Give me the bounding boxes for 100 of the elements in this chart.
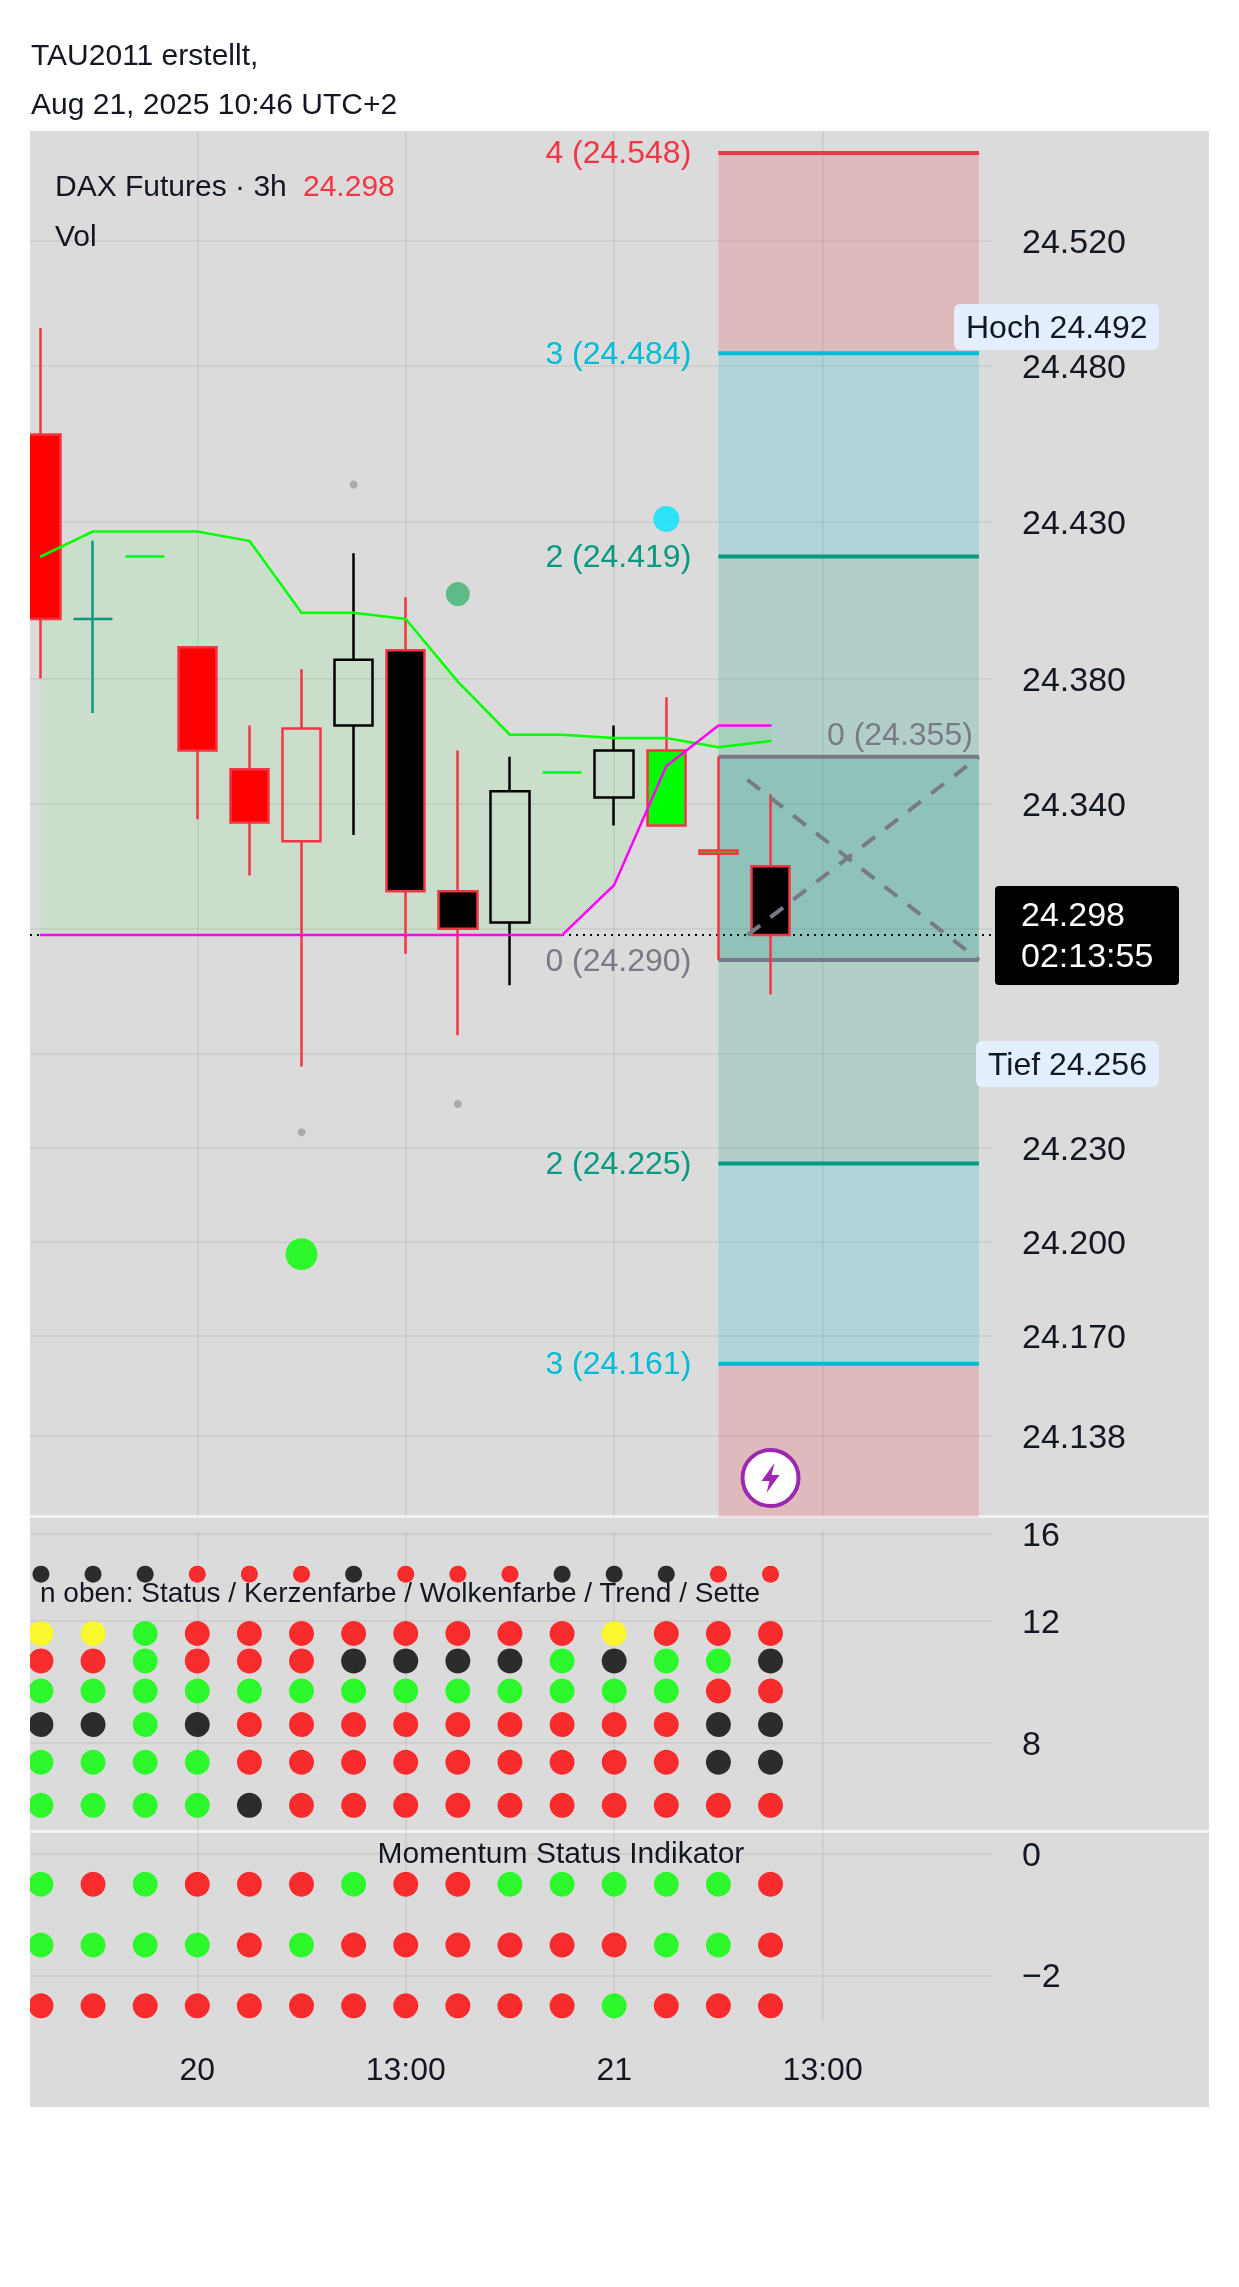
point (341, 1620, 367, 1646)
point (297, 1128, 306, 1137)
point (445, 1792, 471, 1818)
point (293, 1565, 311, 1583)
point (549, 1993, 575, 2019)
point (289, 1712, 315, 1738)
ref-line-label: 0 (24.355) (826, 715, 973, 753)
y-tick-label: 24.380 (1022, 659, 1126, 698)
point (601, 1871, 627, 1897)
point (705, 1792, 731, 1818)
point (549, 1749, 575, 1775)
x-tick-label: 13:00 (782, 2051, 863, 2087)
point (497, 1712, 523, 1738)
point (601, 1932, 627, 1958)
point (653, 505, 680, 532)
point (30, 1678, 54, 1704)
ref-line-label: 3 (24.161) (545, 1345, 692, 1382)
point (453, 1100, 462, 1109)
point (497, 1792, 523, 1818)
point (601, 1678, 627, 1704)
ref-line-label: 3 (24.484) (545, 334, 692, 372)
line-series (39, 724, 772, 937)
point (132, 1678, 158, 1704)
annotation: Vol (55, 218, 97, 253)
point (549, 1871, 575, 1897)
candlestick (281, 667, 322, 1068)
point (445, 1678, 471, 1704)
point (497, 1932, 523, 1958)
annotation: 24.298 (303, 169, 395, 204)
point (289, 1620, 315, 1646)
ref-line-label: 0 (24.290) (545, 941, 692, 979)
point (445, 1993, 471, 2019)
point (393, 1620, 419, 1646)
text: DAX Futures · 3h (55, 168, 287, 203)
candlestick (541, 771, 583, 774)
point (762, 1565, 780, 1583)
point (341, 1993, 367, 2019)
point (184, 1620, 210, 1646)
point (289, 1792, 315, 1818)
point (393, 1678, 419, 1704)
x-tick-label: 21 (596, 2051, 632, 2087)
point (758, 1620, 784, 1646)
ref-line-label: 4 (24.548) (545, 134, 692, 172)
point (653, 1620, 679, 1646)
ref-line-label: 24.298 02:13:55 (995, 885, 1180, 985)
point (188, 1565, 206, 1583)
point (653, 1792, 679, 1818)
candlestick (385, 595, 426, 956)
point (445, 1749, 471, 1775)
point (393, 1749, 419, 1775)
point (501, 1565, 519, 1583)
point (601, 1648, 627, 1674)
point (758, 1792, 784, 1818)
candlestick (333, 552, 374, 837)
point (497, 1620, 523, 1646)
point (289, 1749, 315, 1775)
candlestick (489, 755, 531, 987)
point (445, 1932, 471, 1958)
point (705, 1871, 731, 1897)
point (653, 1993, 679, 2019)
ref-line-label: 2 (24.419) (545, 537, 692, 575)
point (449, 1565, 467, 1583)
point (601, 1749, 627, 1775)
y-tick-label: 24.170 (1022, 1316, 1126, 1355)
y-tick-label: 24.138 (1022, 1416, 1126, 1455)
point (393, 1792, 419, 1818)
point (349, 480, 358, 489)
point (653, 1871, 679, 1897)
y-tick-label: 24.480 (1022, 346, 1126, 385)
point (236, 1749, 262, 1775)
point (653, 1712, 679, 1738)
candlestick (177, 645, 218, 821)
point (705, 1993, 731, 2019)
point (393, 1712, 419, 1738)
candlestick (124, 555, 166, 558)
point (184, 1993, 210, 2019)
y-tick-label: 24.430 (1022, 503, 1126, 542)
point (445, 1712, 471, 1738)
point (341, 1678, 367, 1704)
candlestick (593, 724, 635, 827)
point (236, 1993, 262, 2019)
point (341, 1648, 367, 1674)
annotation: Hoch 24.492 (966, 308, 1148, 345)
point (132, 1993, 158, 2019)
y-tick-label: 24.230 (1022, 1128, 1126, 1167)
y-tick-label: 24.340 (1022, 784, 1126, 823)
point (445, 582, 470, 607)
candlestick (750, 793, 791, 996)
point (758, 1648, 784, 1674)
candlestick (437, 749, 479, 1037)
y-tick-label: −2 (1022, 1956, 1061, 1995)
point (393, 1648, 419, 1674)
y-tick-label: 24.520 (1022, 221, 1126, 260)
candlestick (72, 539, 114, 715)
chart-title: Momentum Status Indikator (377, 1835, 745, 1870)
point (132, 1871, 158, 1897)
point (236, 1620, 262, 1646)
point (341, 1792, 367, 1818)
point (236, 1932, 262, 1958)
point (601, 1620, 627, 1646)
